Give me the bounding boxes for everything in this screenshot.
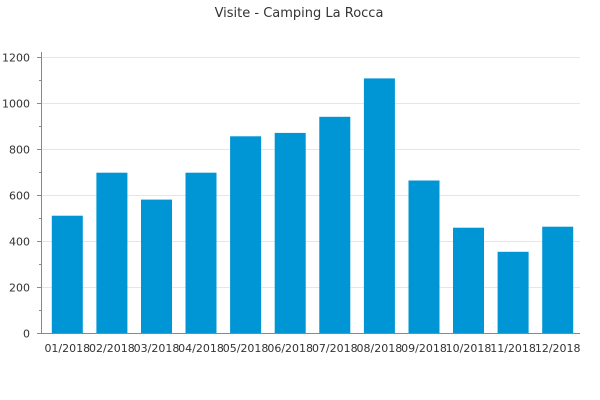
bars — [51, 78, 574, 334]
x-tick-label: 09/2018 — [401, 342, 447, 355]
bar — [51, 215, 83, 333]
y-tick-label: 1000 — [2, 98, 30, 111]
x-tick-label: 01/2018 — [44, 342, 90, 355]
bar — [363, 78, 395, 334]
x-tick-label: 06/2018 — [267, 342, 313, 355]
x-axis: 01/201802/201803/201804/201805/201806/20… — [41, 333, 581, 355]
bar — [141, 199, 172, 333]
bar — [230, 136, 262, 333]
bar — [185, 172, 217, 333]
y-tick-label: 800 — [9, 144, 30, 157]
bar — [453, 227, 484, 333]
x-tick-label: 04/2018 — [178, 342, 224, 355]
y-tick-label: 400 — [9, 236, 30, 249]
grid-lines — [41, 57, 580, 288]
x-tick-label: 02/2018 — [89, 342, 135, 355]
y-tick-label: 1200 — [2, 52, 30, 65]
bar — [274, 132, 306, 333]
bar — [497, 251, 529, 333]
x-tick-label: 08/2018 — [357, 342, 403, 355]
x-tick-label: 03/2018 — [134, 342, 180, 355]
x-tick-label: 07/2018 — [312, 342, 358, 355]
x-tick-label: 10/2018 — [446, 342, 492, 355]
x-tick-label: 11/2018 — [490, 342, 536, 355]
y-tick-label: 600 — [9, 190, 30, 203]
y-tick-label: 200 — [9, 282, 30, 295]
bar — [408, 180, 440, 333]
x-tick-label: 12/2018 — [535, 342, 581, 355]
bar — [319, 116, 351, 333]
x-tick-label: 05/2018 — [223, 342, 269, 355]
bar — [542, 226, 574, 333]
chart-title: Visite - Camping La Rocca — [215, 6, 384, 21]
y-tick-label: 0 — [23, 328, 30, 341]
bar — [96, 172, 128, 333]
y-axis: 0 200 400 600 800 1000 1200 — [2, 52, 42, 341]
